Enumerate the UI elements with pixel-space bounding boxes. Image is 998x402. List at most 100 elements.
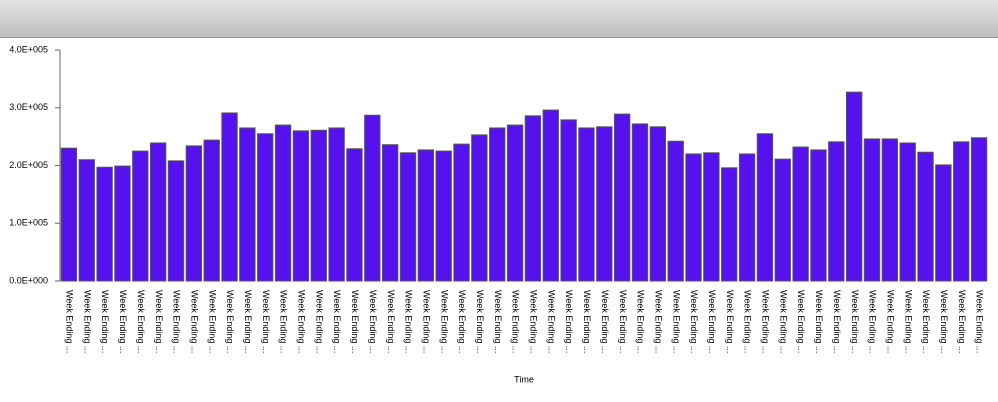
bar <box>221 112 238 282</box>
bar <box>899 142 916 282</box>
x-tick-label: Week Ending ... <box>207 290 217 353</box>
y-tick-label: 1.0E+005 <box>9 218 48 228</box>
bar <box>185 145 203 282</box>
bar <box>346 148 363 282</box>
x-tick-label: Week Ending ... <box>564 290 574 353</box>
bar <box>239 127 256 282</box>
x-tick-label: Week Ending ... <box>189 290 199 353</box>
bar <box>489 127 506 282</box>
bar <box>596 126 613 282</box>
x-tick-label: Week Ending ... <box>778 290 788 353</box>
bar <box>560 119 577 282</box>
x-tick-label: Week Ending ... <box>600 290 610 353</box>
bar <box>524 115 542 282</box>
x-tick-label: Week Ending ... <box>743 290 753 353</box>
y-tick-label: 4.0E+005 <box>9 44 48 54</box>
bar <box>845 91 863 282</box>
bar <box>613 113 631 282</box>
bar <box>703 152 720 282</box>
x-tick-label: Week Ending ... <box>689 290 699 353</box>
x-tick-label: Week Ending ... <box>279 290 289 353</box>
bar <box>399 152 417 282</box>
bar <box>453 143 470 282</box>
bar <box>774 158 791 282</box>
y-tick-label: 3.0E+005 <box>9 102 48 112</box>
x-tick-label: Week Ending ... <box>118 290 128 353</box>
bar <box>471 134 488 282</box>
bar <box>60 147 78 282</box>
x-tick-label: Week Ending ... <box>975 290 985 353</box>
bar <box>542 109 559 282</box>
x-tick-label: Week Ending ... <box>493 290 503 353</box>
x-tick-label: Week Ending ... <box>386 290 396 353</box>
x-tick-label: Week Ending ... <box>368 290 378 353</box>
x-tick-label: Week Ending ... <box>421 290 431 353</box>
x-tick-label: Week Ending ... <box>350 290 360 353</box>
x-tick-label: Week Ending ... <box>511 290 521 353</box>
bar <box>667 140 684 282</box>
x-tick-label: Week Ending ... <box>154 290 164 353</box>
y-tick-label: 2.0E+005 <box>9 160 48 170</box>
bar <box>970 137 988 282</box>
header-bar <box>0 0 998 38</box>
bar <box>132 150 149 282</box>
bar <box>417 149 435 282</box>
x-tick-label: Week Ending ... <box>100 290 110 353</box>
bar <box>203 139 220 282</box>
bar <box>435 150 452 282</box>
x-tick-label: Week Ending ... <box>725 290 735 353</box>
x-tick-label: Week Ending ... <box>546 290 556 353</box>
bar <box>114 165 131 282</box>
bar <box>78 159 95 282</box>
x-tick-label: Week Ending ... <box>582 290 592 353</box>
bar <box>828 141 845 282</box>
x-tick-label: Week Ending ... <box>225 290 235 353</box>
x-tick-label: Week Ending ... <box>653 290 663 353</box>
x-tick-label: Week Ending ... <box>457 290 467 353</box>
bar <box>685 153 702 282</box>
x-tick-label: Week Ending ... <box>297 290 307 353</box>
bar <box>631 123 649 282</box>
x-tick-label: Week Ending ... <box>939 290 949 353</box>
x-tick-label: Week Ending ... <box>314 290 324 353</box>
x-tick-label: Week Ending ... <box>261 290 271 353</box>
bar <box>935 164 952 282</box>
x-tick-label: Week Ending ... <box>921 290 931 353</box>
x-tick-label: Week Ending ... <box>761 290 771 353</box>
bar <box>917 151 934 282</box>
bar <box>328 127 345 282</box>
bar <box>96 166 113 282</box>
bar <box>381 144 399 282</box>
x-tick-label: Week Ending ... <box>332 290 342 353</box>
bar <box>649 126 667 282</box>
x-tick-label: Week Ending ... <box>636 290 646 353</box>
x-tick-label: Week Ending ... <box>529 290 539 353</box>
bar <box>310 129 327 282</box>
x-tick-label: Week Ending ... <box>832 290 842 353</box>
bar <box>364 114 381 282</box>
x-tick-label: Week Ending ... <box>172 290 182 353</box>
bar <box>578 127 595 282</box>
bar <box>721 167 738 282</box>
x-tick-label: Week Ending ... <box>903 290 913 353</box>
bar <box>257 133 274 282</box>
bar <box>274 124 292 282</box>
x-tick-label: Week Ending ... <box>957 290 967 353</box>
x-tick-label: Week Ending ... <box>796 290 806 353</box>
bar <box>738 153 756 282</box>
x-tick-label: Week Ending ... <box>850 290 860 353</box>
x-tick-label: Week Ending ... <box>618 290 628 353</box>
y-tick-label: 0.0E+000 <box>9 275 48 285</box>
x-tick-label: Week Ending ... <box>404 290 414 353</box>
bar <box>953 141 970 282</box>
x-tick-label: Week Ending ... <box>82 290 92 353</box>
x-tick-label: Week Ending ... <box>136 290 146 353</box>
x-tick-label: Week Ending ... <box>868 290 878 353</box>
bar <box>167 160 185 282</box>
bar <box>756 133 774 282</box>
bar <box>810 149 827 282</box>
x-tick-label: Week Ending ... <box>243 290 253 353</box>
bar <box>792 146 809 282</box>
